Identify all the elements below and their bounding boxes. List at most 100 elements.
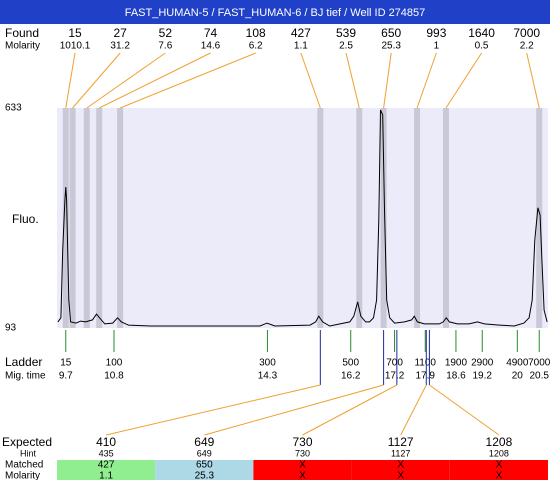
peak-band <box>62 108 69 328</box>
matched-molarity: X <box>299 471 306 480</box>
found-molarity: 1.1 <box>294 41 308 52</box>
found-molarity: 6.2 <box>249 41 263 52</box>
hint-label: Hint <box>20 448 37 458</box>
y-axis-label: Fluo. <box>12 212 39 226</box>
match-connector <box>105 384 321 436</box>
ladder-mig-time: 14.3 <box>258 371 278 382</box>
ladder-mig-time: 18.6 <box>446 371 466 382</box>
peak-band <box>414 108 421 328</box>
found-label: Found <box>5 26 39 40</box>
peak-band <box>536 108 543 328</box>
peak-band <box>117 108 124 328</box>
found-molarity: 14.6 <box>201 41 221 52</box>
expected-size: 1208 <box>486 435 513 449</box>
hint-size: 1127 <box>391 448 410 458</box>
found-size: 993 <box>426 26 446 40</box>
peak-connector <box>300 52 321 109</box>
ladder-size: 500 <box>342 358 359 369</box>
mig-time-label: Mig. time <box>5 371 46 382</box>
found-size: 15 <box>68 26 82 40</box>
match-connector <box>429 384 500 436</box>
found-molarity: 1010.1 <box>60 41 91 52</box>
ladder-mig-time: 10.8 <box>104 371 124 382</box>
expected-size: 730 <box>292 435 312 449</box>
match-connector <box>302 384 398 436</box>
found-size: 52 <box>159 26 173 40</box>
ladder-size: 100 <box>106 358 123 369</box>
trace-line <box>57 109 548 327</box>
found-molarity: 25.3 <box>381 41 401 52</box>
plot-area <box>57 108 548 328</box>
ladder-size: 4900 <box>506 358 529 369</box>
peak-connector <box>416 52 437 109</box>
hint-size: 730 <box>295 448 310 458</box>
peak-band <box>96 108 103 328</box>
match-cell <box>57 460 156 480</box>
found-molarity: 2.5 <box>339 41 353 52</box>
found-size: 539 <box>336 26 356 40</box>
ladder-mig-time: 20.5 <box>529 371 549 382</box>
y-tick-label: 93 <box>5 323 17 334</box>
ladder-mig-time: 19.2 <box>473 371 493 382</box>
peak-connector <box>526 52 540 109</box>
ladder-mig-time: 17.9 <box>416 371 436 382</box>
matched-size: 650 <box>196 460 213 471</box>
ladder-size: 700 <box>386 358 403 369</box>
matched-size: X <box>299 460 306 471</box>
ladder-mig-time: 17.2 <box>385 371 405 382</box>
found-size: 108 <box>246 26 266 40</box>
matched-molarity: X <box>397 471 404 480</box>
match-cell <box>253 460 352 480</box>
found-molarity: 7.6 <box>158 41 172 52</box>
matched-size: 427 <box>98 460 115 471</box>
found-size: 27 <box>113 26 127 40</box>
expected-size: 410 <box>96 435 116 449</box>
ladder-mig-time: 20 <box>512 371 524 382</box>
ladder-mig-time: 16.2 <box>341 371 361 382</box>
ladder-size: 7000 <box>528 358 550 369</box>
matched-molarity: 25.3 <box>195 471 215 480</box>
ladder-mig-time: 9.7 <box>59 371 73 382</box>
y-tick-label: 633 <box>5 103 22 114</box>
match-cell <box>449 460 548 480</box>
peak-connector <box>383 52 392 109</box>
peak-band <box>69 108 76 328</box>
title-bar <box>0 0 550 24</box>
found-size: 427 <box>291 26 311 40</box>
peak-connector <box>99 52 211 109</box>
peak-connector <box>119 52 256 109</box>
peak-connector <box>65 52 76 109</box>
matched-label: Matched <box>5 460 43 471</box>
hint-size: 1208 <box>489 448 509 458</box>
found-size: 74 <box>204 26 218 40</box>
peak-connector <box>445 52 482 109</box>
peak-band <box>356 108 363 328</box>
found-molarity: 1 <box>434 41 440 52</box>
peak-band <box>442 108 449 328</box>
peak-band <box>83 108 90 328</box>
peak-band <box>380 108 387 328</box>
matched-molarity: X <box>496 471 503 480</box>
found-size: 1640 <box>468 26 495 40</box>
ladder-size: 300 <box>259 358 276 369</box>
ladder-size: 1900 <box>445 358 468 369</box>
peak-connector <box>86 52 166 109</box>
expected-size: 649 <box>194 435 214 449</box>
ladder-size: 15 <box>60 358 72 369</box>
match-cell <box>155 460 254 480</box>
table-molarity-label: Molarity <box>5 471 40 480</box>
matched-size: X <box>496 460 503 471</box>
peak-band <box>317 108 324 328</box>
found-molarity: 2.2 <box>520 41 534 52</box>
match-connector <box>204 384 384 436</box>
molarity-label: Molarity <box>5 41 40 52</box>
hint-size: 649 <box>197 448 212 458</box>
ladder-size: 1100 <box>414 358 436 369</box>
ladder-label: Ladder <box>5 355 42 369</box>
chart-title: FAST_HUMAN-5 / FAST_HUMAN-6 / BJ tief / … <box>125 7 426 19</box>
expected-size: 1127 <box>388 435 414 449</box>
hint-size: 435 <box>99 448 114 458</box>
match-connector <box>400 384 427 436</box>
